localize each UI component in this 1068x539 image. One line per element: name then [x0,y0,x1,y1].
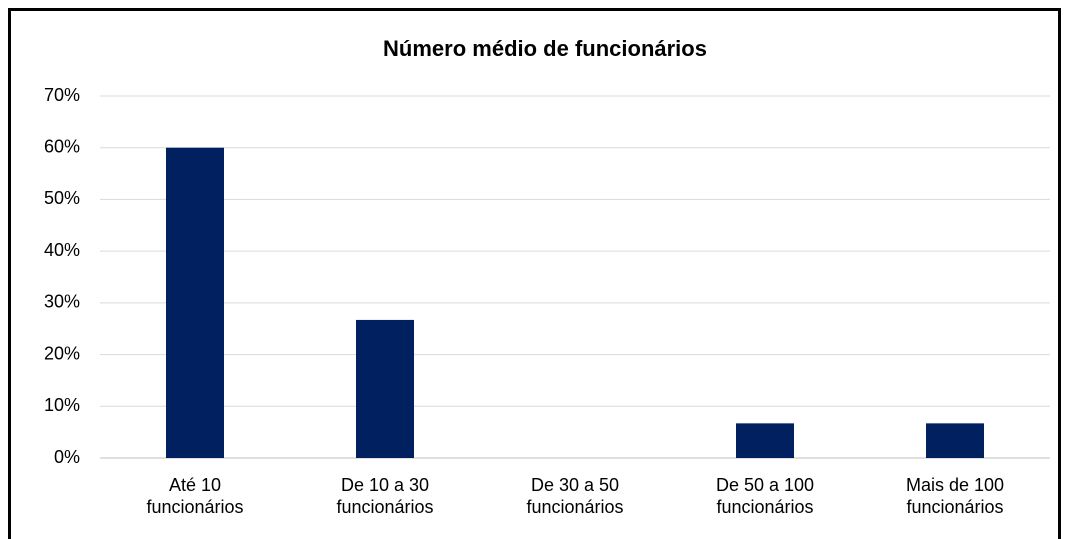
bar [356,319,414,458]
y-tick-label: 60% [44,136,80,156]
y-tick-label: 30% [44,292,80,312]
y-tick-label: 0% [54,447,80,467]
y-tick-label: 10% [44,395,80,415]
x-tick-label: Mais de 100 funcionários [905,475,1005,517]
chart-title: Número médio de funcionários [383,36,707,61]
x-tick-label: De 10 a 30 funcionários [336,475,434,517]
x-tick-label: De 50 a 100 funcionários [715,475,815,517]
y-tick-label: 20% [44,343,80,363]
bar [736,423,794,458]
y-tick-label: 50% [44,188,80,208]
y-tick-label: 70% [44,85,80,105]
y-tick-label: 40% [44,240,80,260]
x-tick-label: De 30 a 50 funcionários [526,475,624,517]
bar [166,147,224,458]
bar [926,423,984,458]
x-tick-label: Até 10 funcionários [146,475,244,517]
